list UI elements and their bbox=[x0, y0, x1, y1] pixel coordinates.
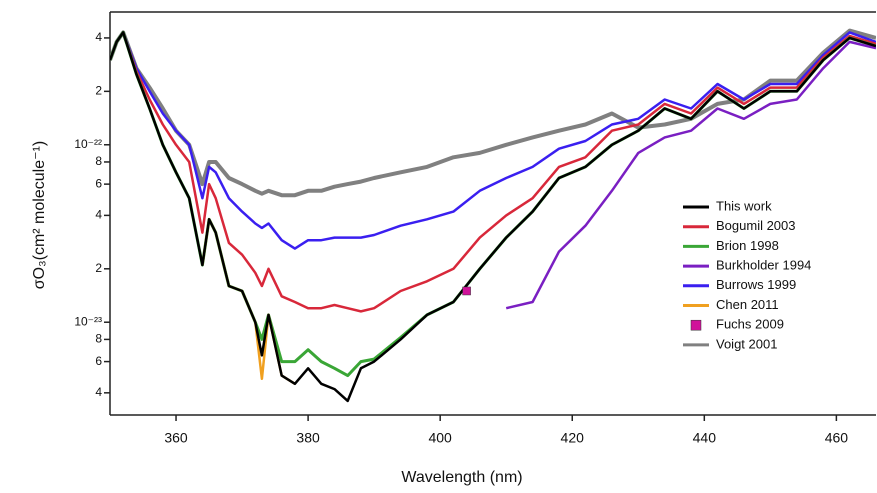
legend-label: This work bbox=[716, 198, 772, 213]
y-tick-label: 10⁻²³ bbox=[74, 314, 102, 328]
marker bbox=[462, 286, 471, 296]
x-axis-label: Wavelength (nm) bbox=[401, 469, 522, 486]
y-tick-label: 4 bbox=[95, 385, 102, 399]
y-axis-label: σO₃(cm² molecule⁻¹) bbox=[31, 141, 48, 289]
y-tick-label: 10⁻²² bbox=[74, 137, 102, 151]
x-tick-label: 460 bbox=[825, 430, 849, 446]
legend-label: Chen 2011 bbox=[716, 297, 779, 312]
series-line bbox=[110, 31, 876, 313]
x-tick-label: 400 bbox=[428, 430, 452, 446]
legend-swatch bbox=[690, 319, 702, 331]
y-tick-label: 8 bbox=[95, 332, 102, 346]
y-tick-label: 6 bbox=[95, 176, 102, 190]
series-line bbox=[110, 31, 876, 250]
legend-label: Bogumil 2003 bbox=[716, 218, 796, 233]
x-tick-label: 420 bbox=[561, 430, 585, 446]
y-tick-label: 2 bbox=[95, 261, 102, 275]
legend-label: Brion 1998 bbox=[716, 238, 779, 253]
series-line bbox=[110, 31, 876, 403]
legend-label: Burrows 1999 bbox=[716, 277, 796, 292]
legend-label: Burkholder 1994 bbox=[716, 258, 811, 273]
y-tick-label: 2 bbox=[95, 84, 102, 98]
series-line bbox=[110, 28, 876, 198]
legend-label: Fuchs 2009 bbox=[716, 317, 784, 332]
y-tick-label: 8 bbox=[95, 154, 102, 168]
series-line bbox=[505, 40, 876, 310]
y-tick-label: 4 bbox=[95, 208, 102, 222]
y-tick-label: 4 bbox=[95, 30, 102, 44]
x-tick-label: 360 bbox=[164, 430, 188, 446]
legend-label: Voigt 2001 bbox=[716, 336, 777, 351]
x-tick-label: 380 bbox=[296, 430, 320, 446]
y-tick-label: 6 bbox=[95, 354, 102, 368]
x-tick-label: 440 bbox=[693, 430, 717, 446]
